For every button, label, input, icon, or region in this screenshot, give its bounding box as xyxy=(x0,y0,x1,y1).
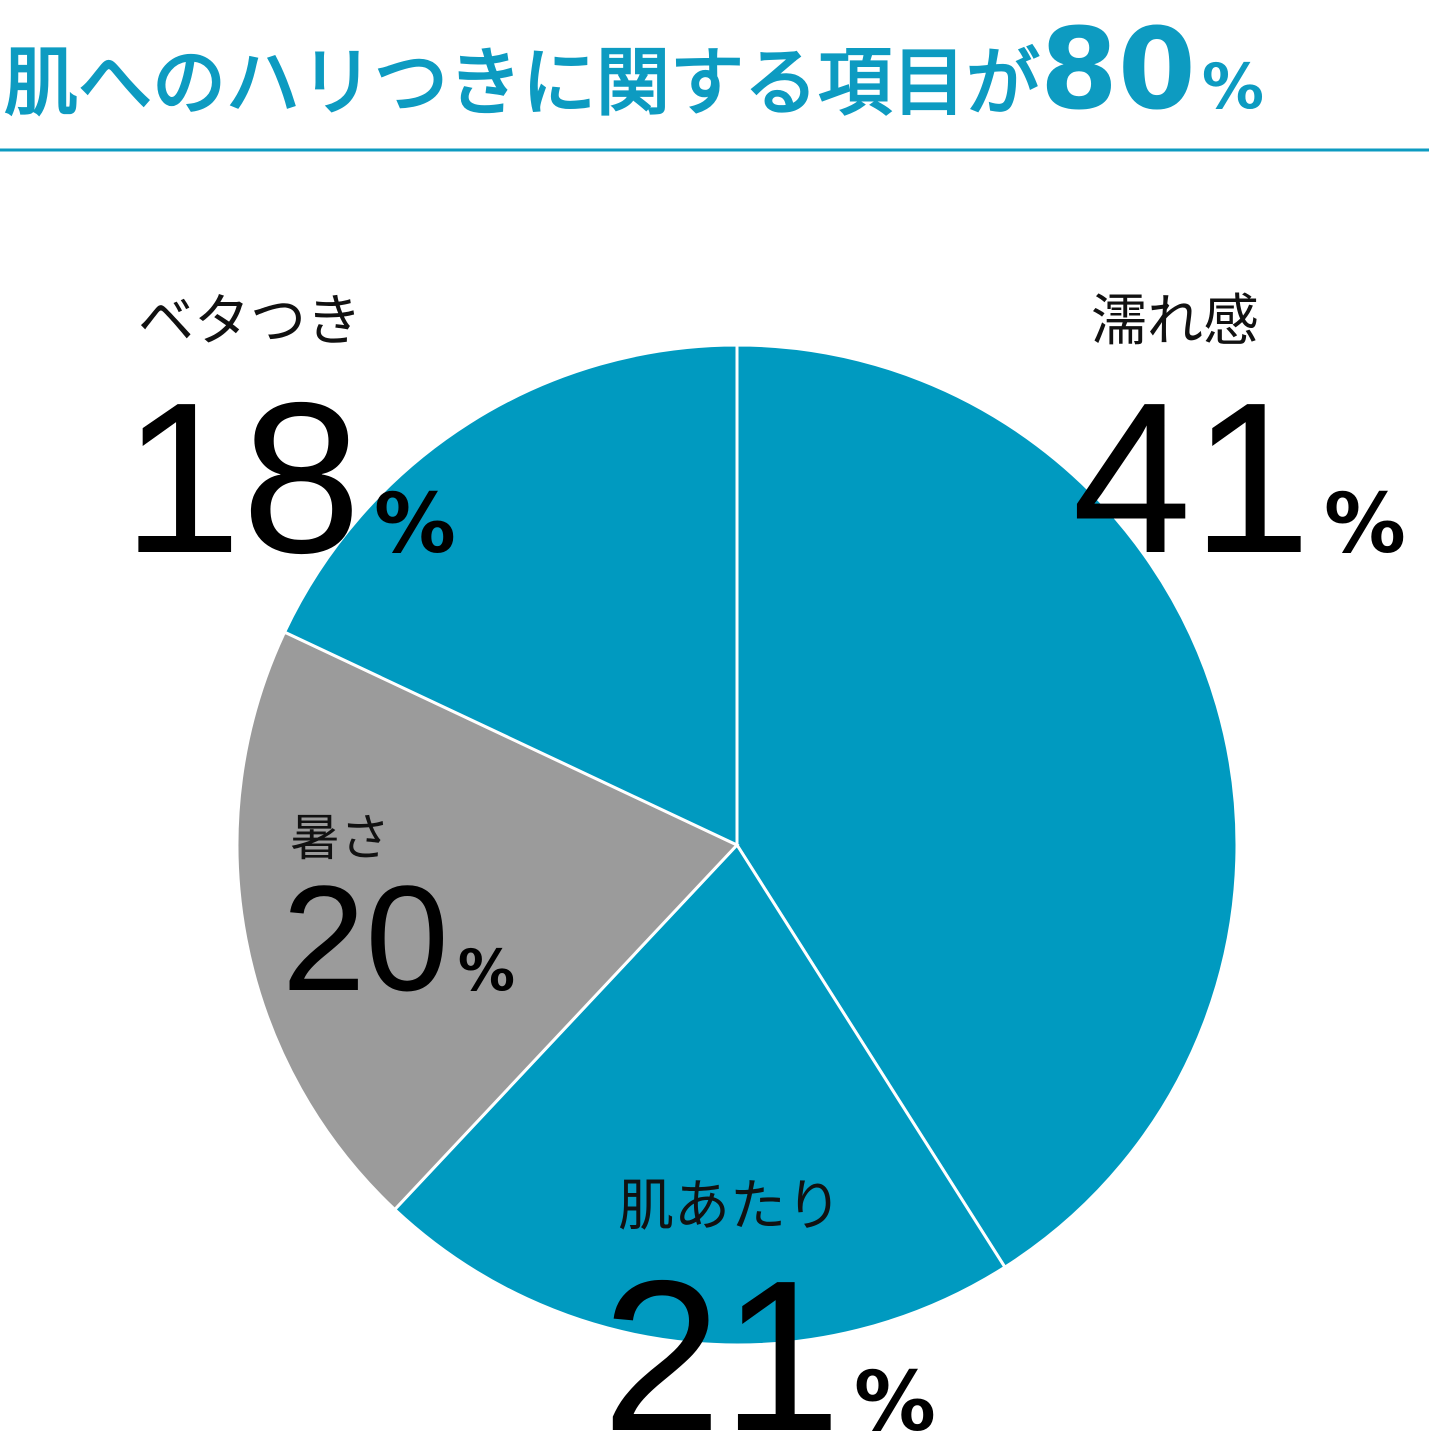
text-part: % xyxy=(458,938,515,1004)
text-part: 肌へのハリつきに関する項目が xyxy=(4,40,1040,126)
chart-title: 肌へのハリつきに関する項目が80% xyxy=(4,5,1264,135)
text-part: % xyxy=(374,477,456,572)
value-label: 21% xyxy=(602,1235,936,1435)
value-label: 18% xyxy=(122,357,456,598)
value-label: 20% xyxy=(282,854,515,1022)
value-label: 41% xyxy=(1072,357,1406,598)
text-part: % xyxy=(1324,477,1406,572)
slice-label: 濡れ感 xyxy=(1091,289,1259,354)
text-part: 18 xyxy=(122,357,361,598)
text-part: 20 xyxy=(282,854,449,1022)
text-part: % xyxy=(854,1355,936,1435)
slice-label: 肌あたり xyxy=(618,1174,842,1239)
text-part: 80 xyxy=(1040,5,1196,135)
slice-label: ベタつき xyxy=(138,289,362,354)
slice-label: 暑さ xyxy=(290,809,390,867)
text-part: % xyxy=(1202,50,1264,123)
pie-slice xyxy=(392,842,1007,1347)
pie-slice xyxy=(282,343,739,848)
pie-slice xyxy=(735,343,1239,1270)
text-part: 41 xyxy=(1072,357,1311,598)
pie-slice xyxy=(235,630,740,1212)
text-part: 21 xyxy=(602,1235,841,1435)
